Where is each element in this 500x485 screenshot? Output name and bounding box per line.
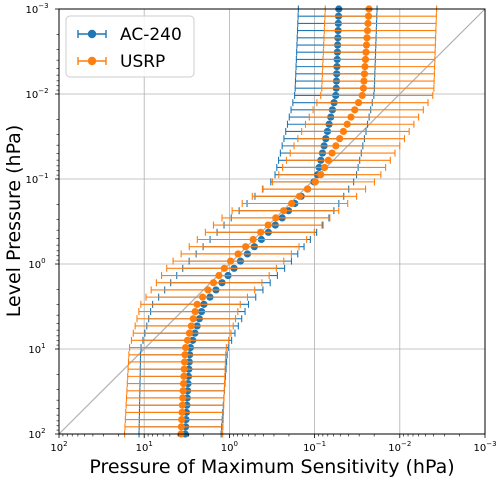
- data-point: [257, 228, 265, 236]
- one-to-one-line: [58, 8, 486, 435]
- y-axis-label: Level Pressure (hPa): [3, 125, 25, 317]
- data-point: [354, 99, 363, 107]
- data-point: [234, 250, 242, 258]
- legend-marker: [87, 56, 97, 66]
- data-point: [336, 135, 344, 143]
- data-point: [264, 221, 272, 229]
- data-point: [191, 307, 199, 316]
- axes-frame: [58, 8, 486, 435]
- data-point: [187, 322, 195, 330]
- data-point: [332, 142, 340, 150]
- data-point: [311, 178, 319, 186]
- data-point: [178, 408, 186, 416]
- data-point: [361, 55, 370, 64]
- data-point: [249, 235, 257, 244]
- y-tick-label: 100: [28, 257, 45, 271]
- data-point: [180, 372, 188, 380]
- data-point: [359, 84, 368, 92]
- x-tick-label: 102: [50, 440, 67, 454]
- data-point: [215, 271, 223, 280]
- data-point: [364, 12, 373, 20]
- data-point: [360, 70, 369, 78]
- x-tick-label: 101: [136, 440, 153, 454]
- data-point: [182, 343, 190, 352]
- data-point: [179, 387, 187, 395]
- data-point: [179, 379, 188, 388]
- legend-label: AC-240: [120, 25, 182, 45]
- data-point: [362, 48, 370, 56]
- y-tick-label: 101: [28, 342, 45, 356]
- data-point: [220, 264, 228, 272]
- grid-layer: [58, 8, 486, 435]
- data-point: [178, 415, 186, 424]
- data-point: [177, 423, 185, 431]
- reference-line-layer: [58, 8, 486, 435]
- data-point: [209, 279, 218, 287]
- legend-marker: [87, 29, 97, 39]
- data-point: [181, 351, 189, 359]
- data-point: [242, 243, 250, 251]
- data-point: [303, 185, 312, 193]
- y-tick-label: 102: [28, 427, 45, 441]
- tick-layer: 102 101 100 10−1 10−2 10−3 10−3 10−2 10−1 100 101 1…: [25, 2, 496, 454]
- x-axis-label: Pressure of Maximum Sensitivity (hPa): [89, 456, 454, 478]
- series-usrp: [124, 5, 438, 438]
- data-point: [280, 207, 288, 215]
- y-tick-label: 10−3: [25, 2, 48, 16]
- data-point: [199, 293, 207, 301]
- x-tick-label: 10−2: [388, 440, 411, 454]
- y-tick-label: 10−2: [25, 87, 48, 101]
- data-point: [351, 106, 359, 114]
- data-point: [180, 358, 189, 366]
- data-point: [360, 77, 368, 85]
- data-point: [324, 156, 332, 164]
- data-point: [183, 336, 192, 344]
- data-point: [363, 34, 371, 42]
- data-point: [363, 27, 372, 35]
- legend-box: [65, 15, 195, 78]
- data-point: [272, 214, 280, 222]
- data-point: [317, 171, 325, 179]
- data-point: [179, 394, 187, 402]
- data-point: [193, 300, 201, 308]
- data-point: [339, 127, 348, 136]
- data-point: [361, 63, 369, 71]
- data-point: [364, 19, 372, 28]
- data-point: [347, 113, 355, 121]
- data-point: [295, 192, 304, 200]
- data-point: [189, 315, 197, 323]
- data-point: [180, 365, 188, 373]
- x-tick-label: 100: [221, 440, 238, 454]
- series-layer: [124, 5, 438, 438]
- data-point: [343, 120, 351, 128]
- legend: AC-240 USRP: [65, 15, 195, 78]
- x-tick-label: 10−3: [473, 440, 496, 454]
- data-point: [358, 91, 366, 100]
- data-point: [178, 401, 187, 409]
- data-point: [185, 329, 194, 337]
- data-point: [226, 257, 235, 265]
- data-point: [287, 199, 296, 208]
- data-point: [362, 41, 371, 49]
- data-point: [328, 149, 336, 157]
- y-tick-label: 10−1: [25, 172, 48, 186]
- x-tick-label: 10−1: [303, 440, 326, 454]
- data-point: [204, 286, 212, 294]
- data-point: [320, 163, 329, 172]
- legend-label: USRP: [120, 52, 165, 72]
